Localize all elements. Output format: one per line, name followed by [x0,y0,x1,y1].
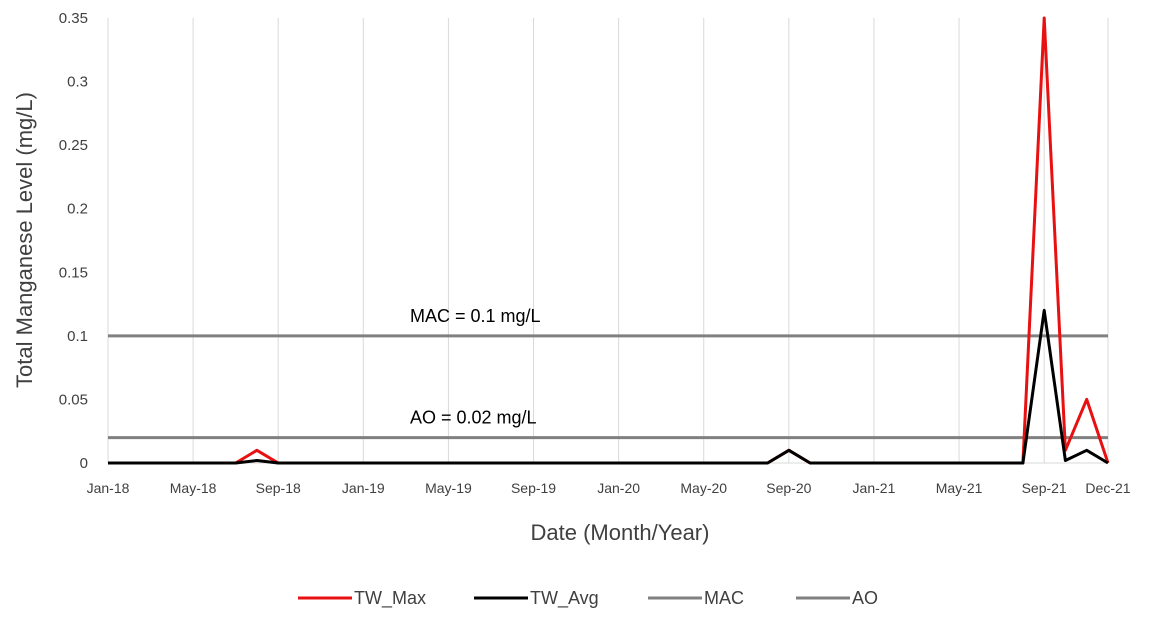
x-axis-ticks: Jan-18 May-18 Sep-18 Jan-19 May-19 Sep-19 Jan-… [87,480,1131,496]
x-tick-label: May-19 [425,480,472,496]
threshold-annotations: MAC = 0.1 mg/L AO = 0.02 mg/L [410,306,541,428]
series-line-tw-max [108,16,1110,465]
y-tick-label: 0 [80,455,88,472]
x-tick-label: Sep-20 [766,480,811,496]
x-tick-label: Jan-19 [342,480,385,496]
y-tick-label: 0.25 [59,137,88,154]
legend-label: TW_Avg [530,588,599,609]
x-tick-label: Jan-18 [87,480,130,496]
series-line-tw-avg [108,308,1109,465]
y-tick-label: 0.35 [59,10,88,27]
x-tick-label: Dec-21 [1085,480,1130,496]
x-tick-label: Jan-20 [597,480,640,496]
legend-label: MAC [704,588,744,608]
legend-label: AO [852,588,878,608]
y-axis-ticks: 0 0.05 0.1 0.15 0.2 0.25 0.3 0.35 [59,10,88,472]
legend-label: TW_Max [354,588,426,609]
x-axis-title: Date (Month/Year) [531,520,710,545]
y-tick-label: 0.1 [67,328,88,345]
x-tick-label: Sep-19 [511,480,556,496]
x-tick-label: May-18 [170,480,217,496]
y-tick-label: 0.15 [59,264,88,281]
y-tick-label: 0.05 [59,391,88,408]
y-tick-label: 0.2 [67,201,88,218]
annotation-label: AO = 0.02 mg/L [410,408,537,428]
vertical-gridlines [107,18,1109,463]
x-tick-label: May-20 [680,480,727,496]
y-tick-label: 0.3 [67,74,88,91]
x-tick-label: Jan-21 [853,480,896,496]
x-tick-label: May-21 [936,480,983,496]
annotation-label: MAC = 0.1 mg/L [410,306,541,326]
legend: TW_Max TW_Avg MAC AO [298,588,878,609]
y-axis-title: Total Manganese Level (mg/L) [12,92,37,388]
x-tick-label: Sep-21 [1022,480,1067,496]
x-tick-label: Sep-18 [256,480,301,496]
series-lines [108,16,1110,465]
